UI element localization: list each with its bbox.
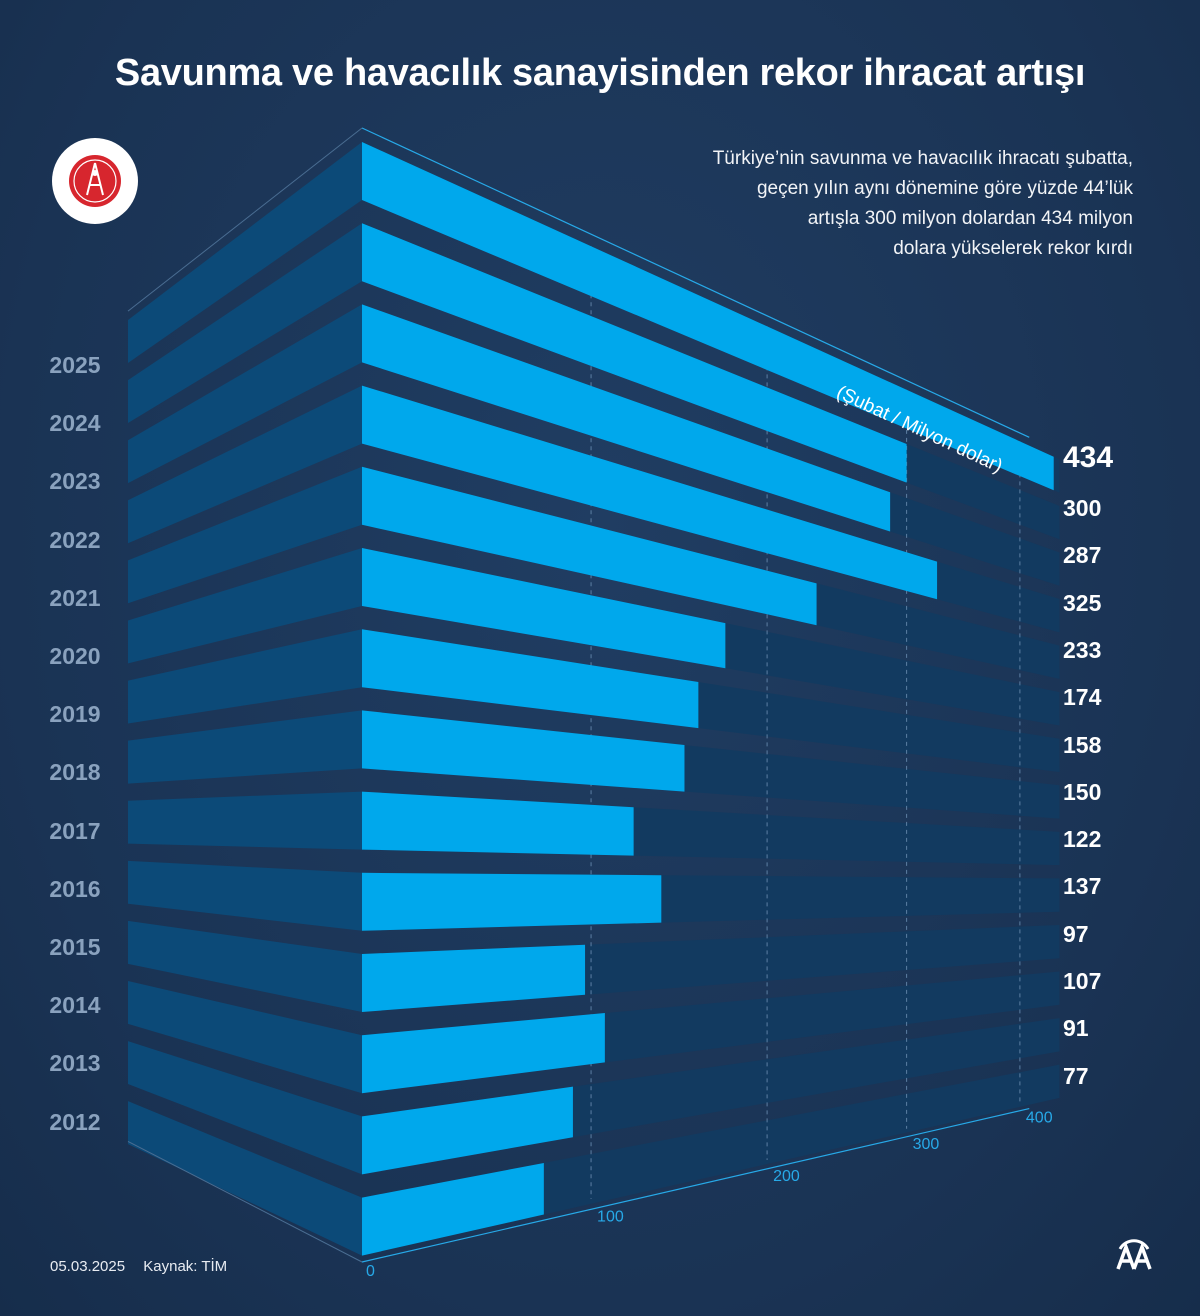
year-label: 2012 bbox=[49, 1108, 101, 1135]
source: Kaynak: TİM bbox=[143, 1258, 228, 1275]
bar-2016 bbox=[362, 872, 662, 931]
page-title: Savunma ve havacılık sanayisinden rekor … bbox=[114, 52, 1086, 94]
value-label: 150 bbox=[1063, 778, 1102, 805]
bar-2015 bbox=[362, 944, 586, 1012]
x-tick-label: 200 bbox=[773, 1168, 800, 1185]
bar-2013 bbox=[362, 1086, 573, 1175]
year-label: 2013 bbox=[49, 1050, 101, 1077]
aa-logo bbox=[1116, 1239, 1152, 1270]
subtitle-line: Türkiye’nin savunma ve havacılık ihracat… bbox=[712, 148, 1133, 169]
date: 05.03.2025 bbox=[50, 1258, 126, 1275]
value-label: 174 bbox=[1063, 684, 1102, 711]
year-label: 2018 bbox=[49, 759, 101, 786]
year-label: 2023 bbox=[49, 468, 101, 495]
bar-2018 bbox=[362, 710, 685, 792]
year-label: 2020 bbox=[49, 643, 101, 669]
side-top-line bbox=[127, 127, 363, 312]
x-axis-line bbox=[361, 1107, 1030, 1263]
value-label: 287 bbox=[1063, 542, 1102, 569]
bar-2024 bbox=[362, 223, 907, 483]
bar-side-face bbox=[128, 466, 362, 604]
bar-2025 bbox=[362, 142, 1054, 491]
bar-side-face bbox=[128, 710, 362, 784]
side-axis-line bbox=[127, 1140, 363, 1263]
footer: 05.03.2025 Kaynak: TİM bbox=[50, 1258, 241, 1275]
value-label: 158 bbox=[1063, 731, 1102, 758]
bar-side-face bbox=[128, 629, 362, 724]
x-tick-label: 400 bbox=[1026, 1110, 1053, 1127]
x-tick-label: 300 bbox=[913, 1136, 940, 1153]
value-label: 434 bbox=[1063, 441, 1114, 474]
bar-side-face bbox=[128, 548, 362, 664]
bar-side-face bbox=[128, 791, 362, 850]
x-tick-label: 100 bbox=[597, 1208, 624, 1225]
bar-side-face bbox=[128, 223, 362, 424]
value-label: 233 bbox=[1063, 636, 1102, 663]
value-label: 122 bbox=[1063, 826, 1102, 853]
top-axis-line bbox=[361, 127, 1030, 438]
subtitle: Türkiye’nin savunma ve havacılık ihracat… bbox=[573, 144, 1133, 264]
value-label: 91 bbox=[1063, 1015, 1089, 1042]
year-label: 2015 bbox=[49, 934, 101, 960]
bar-2023 bbox=[362, 304, 891, 532]
value-label: 137 bbox=[1063, 873, 1102, 900]
year-label: 2016 bbox=[49, 875, 101, 902]
value-label: 300 bbox=[1063, 495, 1102, 521]
bar-2019 bbox=[362, 629, 699, 729]
x-tick-label: 0 bbox=[366, 1263, 375, 1280]
value-label: 97 bbox=[1063, 920, 1089, 947]
bar-2021 bbox=[362, 466, 817, 626]
subtitle-line: artışla 300 milyon dolardan 434 milyon bbox=[807, 208, 1133, 229]
subtitle-line: geçen yılın aynı dönemine göre yüzde 44’… bbox=[756, 178, 1133, 199]
year-label: 2024 bbox=[49, 410, 101, 437]
bar-side-face bbox=[128, 920, 362, 1012]
bar-side-face bbox=[128, 142, 362, 363]
bar-side-face bbox=[128, 1101, 362, 1256]
subtitle-line: dolara yükselerek rekor kırdı bbox=[893, 238, 1133, 259]
ssb-logo bbox=[52, 138, 138, 224]
bar-2022 bbox=[362, 385, 938, 600]
bar-side-face bbox=[128, 1041, 362, 1175]
year-label: 2017 bbox=[49, 817, 101, 844]
bar-2012 bbox=[362, 1162, 544, 1256]
bar-side-face bbox=[128, 304, 362, 484]
value-label: 77 bbox=[1063, 1062, 1089, 1089]
year-label: 2022 bbox=[49, 526, 101, 553]
bar-side-face bbox=[128, 860, 362, 931]
bar-2014 bbox=[362, 1013, 605, 1094]
bar-2017 bbox=[362, 791, 634, 856]
year-label: 2021 bbox=[49, 584, 101, 611]
value-label: 325 bbox=[1063, 589, 1102, 616]
value-label: 107 bbox=[1063, 968, 1102, 994]
bar-side-face bbox=[128, 385, 362, 544]
year-label: 2014 bbox=[49, 992, 101, 1019]
year-label: 2019 bbox=[49, 701, 101, 728]
bar-2020 bbox=[362, 548, 726, 669]
year-label: 2025 bbox=[49, 352, 101, 378]
bar-side-face bbox=[128, 981, 362, 1094]
